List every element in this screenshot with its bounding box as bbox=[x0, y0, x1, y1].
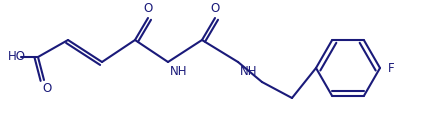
Text: NH: NH bbox=[240, 65, 257, 78]
Text: HO: HO bbox=[8, 51, 26, 63]
Text: NH: NH bbox=[170, 65, 187, 78]
Text: O: O bbox=[210, 3, 220, 15]
Text: F: F bbox=[388, 62, 395, 74]
Text: O: O bbox=[42, 82, 51, 95]
Text: O: O bbox=[143, 3, 153, 15]
